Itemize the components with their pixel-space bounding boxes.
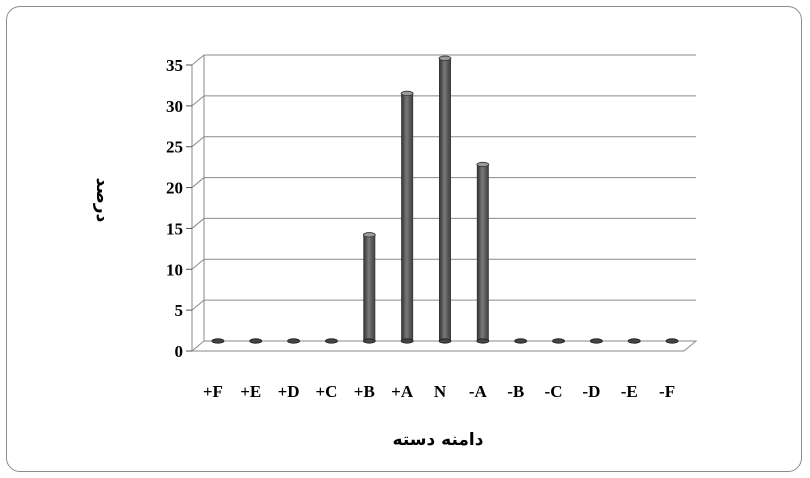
y-tick-label: 10	[166, 260, 183, 279]
floor	[190, 340, 698, 352]
bar-base	[665, 338, 679, 344]
bar-base	[552, 338, 565, 344]
x-axis: +F +E +D +C +B +A N -A -B -C -D -E -F	[203, 382, 675, 401]
bar-base	[325, 338, 338, 344]
bar-cap	[400, 90, 414, 97]
bar	[665, 338, 679, 344]
y-tick-label: 15	[166, 219, 183, 238]
gridline-side	[191, 136, 205, 148]
x-tick-label: +A	[391, 382, 414, 401]
bar-base	[438, 338, 452, 344]
bar-body	[401, 93, 414, 341]
bar-base	[362, 338, 376, 344]
x-tick-label: -A	[469, 382, 488, 401]
x-tick-label: +E	[240, 382, 261, 401]
bar	[438, 55, 452, 344]
bar-body	[476, 164, 489, 341]
bar-base	[589, 338, 603, 344]
bar	[476, 161, 490, 344]
bar-cap	[476, 161, 490, 168]
bar	[362, 232, 376, 344]
x-tick-label: -E	[621, 382, 638, 401]
y-tick-label: 35	[166, 56, 183, 75]
bars	[211, 55, 679, 344]
plot-walls	[190, 55, 698, 352]
x-tick-label: N	[434, 382, 447, 401]
bar	[211, 338, 225, 344]
x-axis-title: دامنه دسته	[393, 430, 484, 450]
bar	[589, 338, 603, 344]
bar-cap	[438, 55, 452, 61]
x-tick-label: -C	[545, 382, 563, 401]
gridline-side	[191, 218, 205, 229]
bar-base	[627, 338, 641, 344]
gridline-side	[191, 299, 205, 311]
y-axis: 0 5 10 15 20 25 30 35	[166, 56, 192, 361]
y-tick-label: 5	[175, 301, 184, 320]
bar-base	[287, 338, 301, 344]
gridline-side	[191, 95, 205, 107]
bar	[400, 90, 414, 344]
bar	[249, 338, 263, 344]
y-tick-label: 0	[175, 342, 184, 361]
gridline-side	[191, 258, 205, 270]
bar	[514, 338, 528, 344]
gridline-side	[191, 177, 205, 188]
bar-body	[363, 234, 376, 341]
bar	[325, 338, 338, 344]
y-tick-label: 25	[166, 138, 183, 157]
x-tick-label: +F	[203, 382, 223, 401]
bar-base	[476, 338, 490, 344]
y-tick-label: 20	[166, 179, 183, 198]
bar-base	[211, 338, 225, 344]
bar-body	[439, 58, 451, 342]
y-axis-title: درصد	[92, 178, 112, 223]
y-tick-label: 30	[166, 97, 183, 116]
bar	[627, 338, 641, 344]
bar	[552, 338, 565, 344]
x-tick-label: -B	[507, 382, 524, 401]
bar	[287, 338, 301, 344]
bar-base	[249, 338, 263, 344]
bar-base	[400, 338, 414, 344]
bar-base	[514, 338, 528, 344]
x-tick-label: -D	[582, 382, 600, 401]
bar-cap	[362, 232, 376, 238]
x-tick-label: -F	[659, 382, 675, 401]
gridline-side	[191, 54, 205, 66]
x-tick-label: +D	[278, 382, 300, 401]
x-tick-label: +C	[315, 382, 337, 401]
x-tick-label: +B	[354, 382, 375, 401]
